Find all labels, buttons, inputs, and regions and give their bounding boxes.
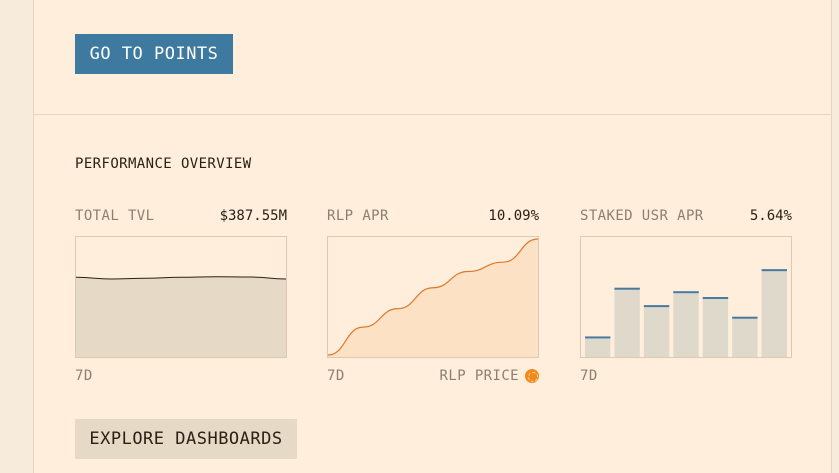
section-divider: [34, 114, 831, 115]
usr-apr-bar: [732, 316, 758, 357]
staked-usr-apr-card: STAKED USR APR 5.64% 7D: [580, 208, 792, 384]
usr-apr-bar: [614, 287, 640, 357]
usr-apr-bar: [643, 305, 670, 357]
tvl-label: TOTAL TVL: [75, 208, 155, 224]
tvl-period-label: 7D: [75, 368, 93, 384]
performance-overview-title: PERFORMANCE OVERVIEW: [75, 156, 252, 172]
tvl-card: TOTAL TVL $387.55M 7D: [75, 208, 287, 384]
rlp-price-toggle[interactable]: RLP PRICE: [440, 368, 539, 384]
tvl-chart: [75, 236, 287, 358]
rlp-apr-chart-svg: [328, 238, 538, 357]
staked-usr-apr-label: STAKED USR APR: [580, 208, 704, 224]
explore-dashboards-button[interactable]: EXPLORE DASHBOARDS: [75, 419, 297, 459]
rlp-apr-label: RLP APR: [327, 208, 389, 224]
rlp-apr-chart: [327, 236, 539, 358]
rlp-apr-value: 10.09%: [488, 208, 539, 224]
staked-usr-apr-value: 5.64%: [749, 208, 792, 224]
usr-apr-bar: [702, 297, 729, 357]
usr-apr-bar-cap: [643, 305, 670, 308]
rlp-apr-period-label: 7D: [327, 368, 345, 384]
usr-apr-bar-cap: [614, 287, 640, 290]
main-panel: GO TO POINTS PERFORMANCE OVERVIEW TOTAL …: [33, 0, 832, 473]
usr-apr-bar-cap: [702, 297, 729, 299]
usr-apr-bar-cap: [673, 291, 699, 294]
usr-apr-bar-cap: [732, 316, 758, 319]
staked-usr-apr-chart: [580, 236, 792, 358]
rlp-apr-area-fill: [328, 239, 538, 357]
tvl-value: $387.55M: [219, 208, 287, 224]
tvl-line: [76, 276, 286, 280]
staked-usr-apr-chart-svg: [585, 269, 787, 357]
rlp-price-label: RLP PRICE: [439, 368, 519, 384]
rlp-apr-card: RLP APR 10.09% 7D RLP PRICE: [327, 208, 539, 384]
usr-apr-bar-cap: [585, 336, 611, 339]
tvl-chart-svg: [76, 276, 286, 357]
usr-apr-bar: [673, 291, 699, 357]
rlp-apr-line: [328, 238, 538, 356]
usr-apr-bar: [585, 336, 611, 357]
tvl-area-fill: [76, 276, 286, 357]
usr-apr-bar-cap: [761, 269, 787, 272]
usr-apr-bar: [761, 269, 787, 357]
staked-usr-apr-period-label: 7D: [580, 368, 598, 384]
go-to-points-button[interactable]: GO TO POINTS: [75, 34, 233, 74]
rlp-coin-icon: [525, 369, 539, 383]
